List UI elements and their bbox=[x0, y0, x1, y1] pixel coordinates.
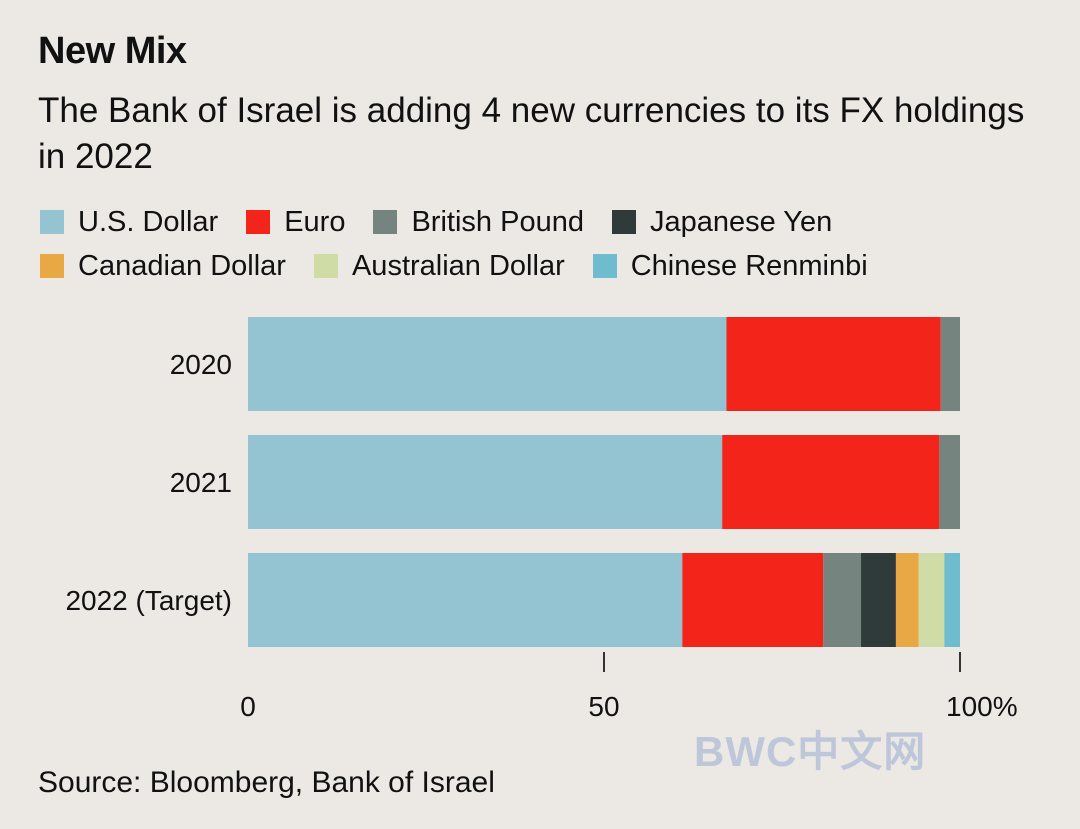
legend-item-chinese-renminbi: Chinese Renminbi bbox=[592, 249, 868, 283]
bar-segment-canadian-dollar-2022-target bbox=[895, 553, 919, 647]
legend-item-us-dollar: U.S. Dollar bbox=[40, 206, 218, 239]
bar-segment-australian-dollar-2022-target bbox=[918, 553, 945, 647]
legend-row: Canadian Dollar Australian Dollar Chines… bbox=[40, 244, 1040, 288]
legend-item-canadian-dollar: Canadian Dollar bbox=[40, 250, 286, 283]
bar-segment-japanese-yen-2022-target bbox=[861, 553, 896, 647]
legend-swatch-canadian-dollar bbox=[40, 254, 64, 278]
legend-label-euro: Euro bbox=[284, 205, 346, 238]
legend-row: U.S. Dollar Euro British Pound Japanese … bbox=[40, 200, 1040, 244]
bar-segment-british-pound-2020 bbox=[940, 317, 960, 411]
bar-segment-u-s-dollar-2022-target bbox=[248, 553, 683, 647]
source-note: Source: Bloomberg, Bank of Israel bbox=[38, 766, 495, 799]
legend-swatch-euro bbox=[246, 210, 271, 234]
legend-swatch-british-pound bbox=[373, 210, 398, 234]
bar-segment-chinese-renminbi-2022-target bbox=[944, 553, 960, 647]
chart-subtitle: The Bank of Israel is adding 4 new curre… bbox=[38, 91, 1025, 176]
x-tick-label-0: 0 bbox=[240, 691, 256, 722]
category-label-2020: 2020 bbox=[170, 349, 232, 380]
bar-segment-british-pound-2021 bbox=[939, 435, 960, 529]
legend: U.S. Dollar Euro British Pound Japanese … bbox=[40, 200, 1040, 288]
legend-item-japanese-yen: Japanese Yen bbox=[611, 205, 833, 239]
legend-swatch-chinese-renminbi bbox=[592, 254, 617, 278]
legend-item-british-pound: British Pound bbox=[373, 206, 584, 239]
legend-swatch-japanese-yen bbox=[611, 210, 636, 234]
category-label-2021: 2021 bbox=[170, 467, 232, 498]
x-tick-label-50: 50 bbox=[588, 691, 619, 722]
legend-label-canadian-dollar: Canadian Dollar bbox=[78, 249, 286, 282]
legend-label-japanese-yen: Japanese Yen bbox=[649, 205, 833, 238]
watermark: BWC中文网 bbox=[694, 728, 927, 775]
legend-swatch-us-dollar bbox=[40, 210, 64, 234]
legend-label-british-pound: British Pound bbox=[411, 205, 584, 238]
bar-segment-euro-2021 bbox=[722, 435, 940, 529]
chart-title: New Mix bbox=[38, 30, 187, 72]
legend-swatch-australian-dollar bbox=[313, 254, 338, 278]
category-label-2022-target: 2022 (Target) bbox=[65, 585, 232, 616]
legend-item-euro: Euro bbox=[246, 206, 345, 239]
legend-label-chinese-renminbi: Chinese Renminbi bbox=[630, 249, 868, 282]
bar-segment-euro-2020 bbox=[726, 317, 941, 411]
legend-label-us-dollar: U.S. Dollar bbox=[78, 205, 219, 238]
bar-segment-u-s-dollar-2021 bbox=[248, 435, 723, 529]
legend-item-australian-dollar: Australian Dollar bbox=[313, 249, 565, 283]
x-tick-label-100: 100% bbox=[946, 691, 1018, 722]
legend-label-australian-dollar: Australian Dollar bbox=[351, 249, 565, 282]
bar-segment-u-s-dollar-2020 bbox=[248, 317, 727, 411]
bar-segment-euro-2022-target bbox=[682, 553, 824, 647]
bar-segment-british-pound-2022-target bbox=[823, 553, 862, 647]
